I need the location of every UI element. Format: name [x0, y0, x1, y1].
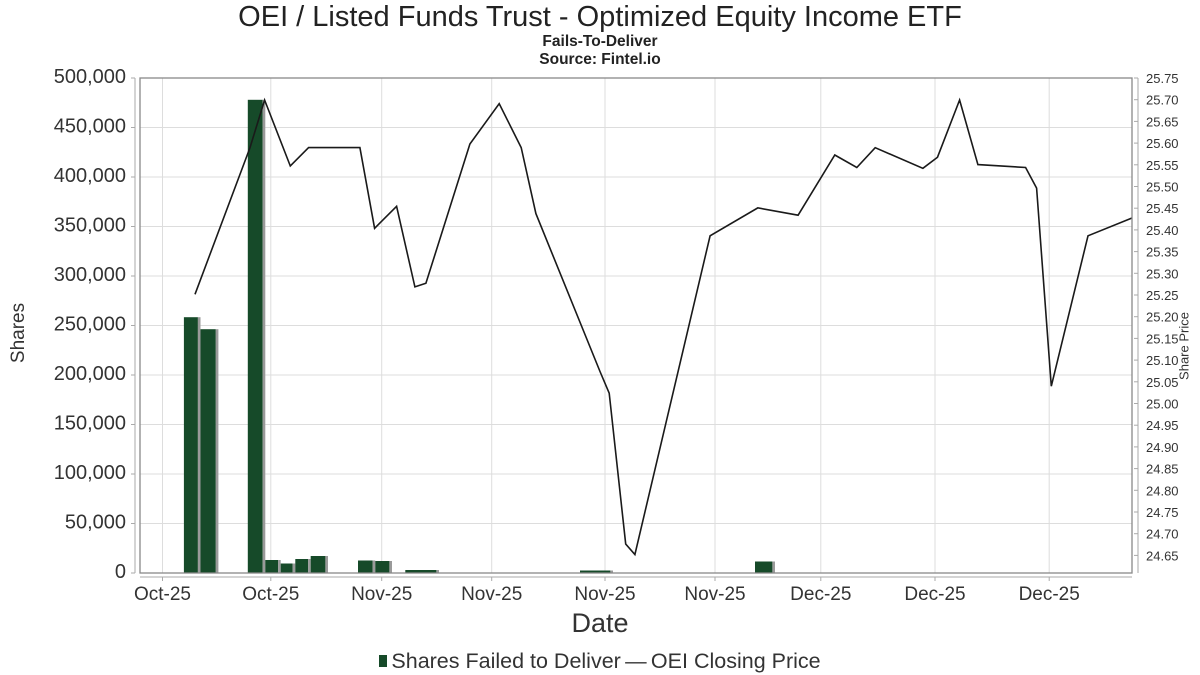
svg-text:Dec-25: Dec-25	[904, 584, 965, 605]
svg-text:0: 0	[115, 561, 126, 583]
svg-text:25.70: 25.70	[1146, 93, 1179, 108]
svg-text:450,000: 450,000	[54, 116, 126, 138]
svg-text:Dec-25: Dec-25	[790, 584, 851, 605]
svg-text:Oct-25: Oct-25	[242, 584, 299, 605]
svg-text:24.90: 24.90	[1146, 440, 1179, 455]
svg-text:500,000: 500,000	[54, 66, 126, 88]
svg-text:25.45: 25.45	[1146, 201, 1179, 216]
svg-text:25.00: 25.00	[1146, 397, 1179, 412]
svg-text:25.25: 25.25	[1146, 288, 1179, 303]
svg-text:250,000: 250,000	[54, 314, 126, 336]
svg-text:150,000: 150,000	[54, 413, 126, 435]
svg-text:Nov-25: Nov-25	[461, 584, 522, 605]
svg-text:300,000: 300,000	[54, 264, 126, 286]
svg-text:25.15: 25.15	[1146, 331, 1179, 346]
svg-text:25.65: 25.65	[1146, 114, 1179, 129]
svg-text:Nov-25: Nov-25	[351, 584, 412, 605]
svg-text:24.70: 24.70	[1146, 527, 1179, 542]
svg-text:Dec-25: Dec-25	[1019, 584, 1080, 605]
svg-text:24.65: 24.65	[1146, 548, 1179, 563]
svg-text:400,000: 400,000	[54, 165, 126, 187]
svg-text:Nov-25: Nov-25	[574, 584, 635, 605]
svg-text:350,000: 350,000	[54, 215, 126, 237]
svg-text:25.40: 25.40	[1146, 223, 1179, 238]
svg-text:25.30: 25.30	[1146, 266, 1179, 281]
svg-text:25.55: 25.55	[1146, 158, 1179, 173]
svg-text:25.75: 25.75	[1146, 71, 1179, 86]
svg-text:24.85: 24.85	[1146, 462, 1179, 477]
svg-text:24.75: 24.75	[1146, 505, 1179, 520]
svg-text:25.05: 25.05	[1146, 375, 1179, 390]
svg-text:25.35: 25.35	[1146, 245, 1179, 260]
svg-text:200,000: 200,000	[54, 363, 126, 385]
svg-text:50,000: 50,000	[65, 512, 126, 534]
svg-text:25.50: 25.50	[1146, 180, 1179, 195]
svg-text:24.80: 24.80	[1146, 483, 1179, 498]
svg-text:24.95: 24.95	[1146, 418, 1179, 433]
svg-text:25.10: 25.10	[1146, 353, 1179, 368]
svg-text:25.60: 25.60	[1146, 136, 1179, 151]
svg-text:100,000: 100,000	[54, 462, 126, 484]
svg-text:Oct-25: Oct-25	[134, 584, 191, 605]
svg-text:Nov-25: Nov-25	[684, 584, 745, 605]
svg-text:25.20: 25.20	[1146, 310, 1179, 325]
